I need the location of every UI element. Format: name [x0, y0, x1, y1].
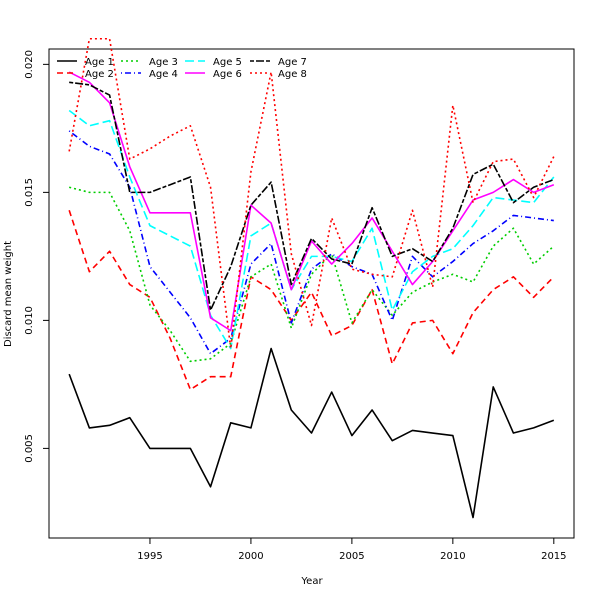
x-axis: 1995 2000 2005 2010 2015 [137, 537, 567, 562]
series-line-1 [68, 347, 555, 519]
legend-label: Age 4 [149, 69, 178, 80]
plot-frame [48, 48, 575, 539]
y-tick-label: 0.005 [24, 434, 35, 463]
x-axis-label: Year [300, 576, 323, 587]
x-tick-label: 2000 [238, 551, 263, 562]
series-layer [68, 37, 555, 519]
legend-label: Age 5 [213, 57, 242, 68]
series-line-7 [69, 81, 555, 311]
legend-label: Age 8 [278, 69, 307, 80]
y-tick-label: 0.010 [24, 306, 35, 335]
x-tick-label: 1995 [137, 551, 162, 562]
series-line-5 [68, 109, 555, 350]
x-tick-label: 2010 [440, 551, 465, 562]
legend-label: Age 2 [85, 69, 114, 80]
y-tick-label: 0.020 [24, 50, 35, 79]
series-line-8 [68, 37, 555, 350]
x-tick-label: 2015 [541, 551, 566, 562]
legend-label: Age 7 [278, 57, 307, 68]
legend-label: Age 3 [149, 57, 178, 68]
legend-label: Age 1 [85, 57, 114, 68]
x-tick-label: 2005 [339, 551, 364, 562]
y-tick-label: 0.015 [24, 178, 35, 207]
legend-label: Age 6 [213, 69, 242, 80]
series-line-3 [68, 186, 555, 363]
series-line-6 [68, 71, 555, 332]
series-line-4 [68, 130, 554, 355]
y-axis-label: Discard mean weight [3, 241, 14, 347]
y-axis: 0.005 0.010 0.015 0.020 [24, 50, 50, 463]
